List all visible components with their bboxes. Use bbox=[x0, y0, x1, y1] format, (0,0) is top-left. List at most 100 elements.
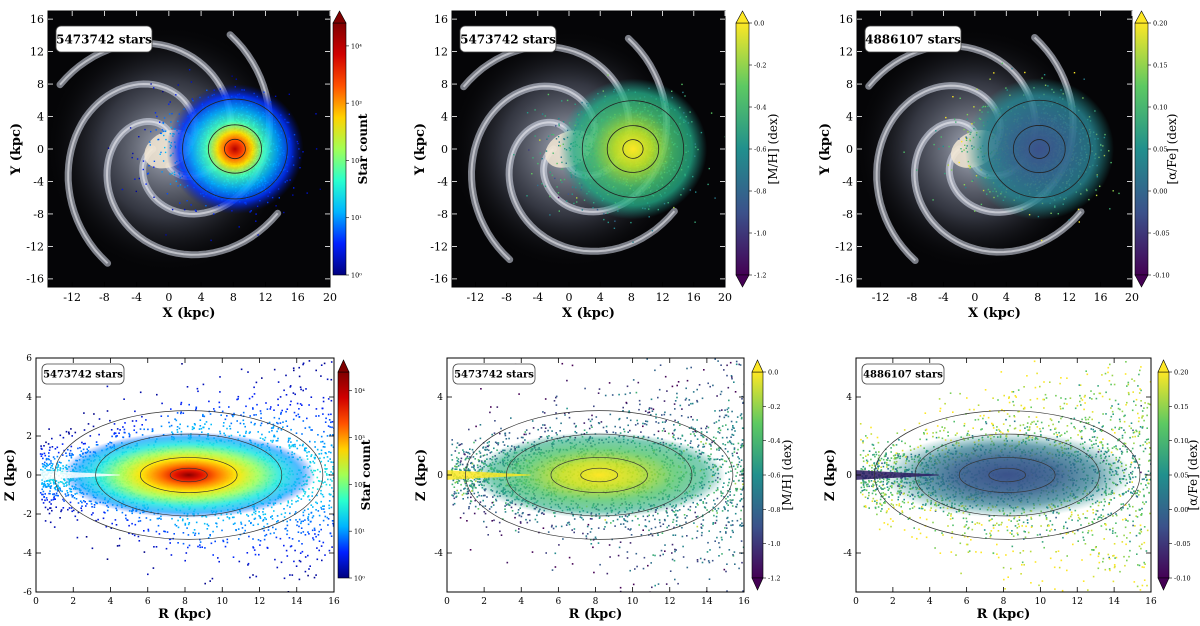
y-tick-label: 0 bbox=[441, 143, 448, 156]
x-tick-label: 6 bbox=[556, 597, 562, 607]
x-tick-label: 0 bbox=[853, 597, 859, 607]
colorbar-label: [M/H] (dex) bbox=[780, 440, 794, 511]
x-tick-label: 16 bbox=[1145, 597, 1157, 607]
x-tick-label: -8 bbox=[907, 291, 918, 304]
y-tick-label: 4 bbox=[26, 393, 32, 403]
x-tick-label: 16 bbox=[687, 291, 701, 304]
x-tick-label: -12 bbox=[63, 291, 81, 304]
y-tick-label: 12 bbox=[30, 45, 44, 58]
x-tick-label: -12 bbox=[467, 291, 485, 304]
y-tick-label: -4 bbox=[23, 549, 32, 559]
colorbar-tick-label: -0.4 bbox=[768, 437, 781, 445]
y-tick-label: 8 bbox=[846, 78, 853, 91]
colorbar-extend-max bbox=[338, 360, 349, 372]
y-tick-label: 12 bbox=[434, 45, 448, 58]
y-tick-label: 12 bbox=[839, 45, 853, 58]
colorbar-tick-label: 10⁰ bbox=[351, 272, 362, 280]
y-tick-label: -16 bbox=[26, 273, 44, 286]
x-tick-label: 0 bbox=[566, 291, 573, 304]
star-count-annotation: 5473742 stars bbox=[460, 33, 556, 47]
colorbar-tick-label: 10¹ bbox=[351, 214, 362, 222]
x-axis-label: X (kpc) bbox=[163, 306, 216, 321]
x-tick-label: 14 bbox=[701, 597, 713, 607]
x-tick-label: -8 bbox=[501, 291, 512, 304]
x-tick-label: 0 bbox=[444, 597, 450, 607]
y-tick-label: 0 bbox=[26, 471, 32, 481]
colorbar-tick-label: 0.15 bbox=[1153, 62, 1167, 70]
x-tick-label: 14 bbox=[1108, 597, 1120, 607]
y-tick-label: 0 bbox=[37, 143, 44, 156]
plot-area bbox=[36, 358, 336, 593]
x-axis-label: X (kpc) bbox=[968, 306, 1021, 321]
colorbar-tick-label: -1.0 bbox=[754, 230, 767, 238]
y-tick-label: 0 bbox=[437, 471, 443, 481]
colorbar-extend-min bbox=[752, 578, 763, 590]
colorbar-tick-label: 0.20 bbox=[1174, 369, 1188, 377]
star-count-annotation: 5473742 stars bbox=[56, 33, 152, 47]
x-axis-label: R (kpc) bbox=[977, 607, 1031, 622]
x-tick-label: -8 bbox=[99, 291, 110, 304]
colorbar-tick-label: -0.05 bbox=[1153, 230, 1170, 238]
y-tick-label: -4 bbox=[434, 549, 443, 559]
x-tick-label: 16 bbox=[291, 291, 305, 304]
x-tick-label: 20 bbox=[718, 291, 732, 304]
y-tick-label: 4 bbox=[846, 393, 852, 403]
y-tick-label: -12 bbox=[835, 240, 853, 253]
colorbar-tick-label: -0.10 bbox=[1174, 575, 1191, 583]
colorbar-tick-label: 0.0 bbox=[768, 369, 778, 377]
x-tick-label: 4 bbox=[198, 291, 205, 304]
x-tick-label: 12 bbox=[656, 291, 670, 304]
colorbar-gradient bbox=[338, 372, 349, 578]
colorbar-tick-label: -0.6 bbox=[768, 472, 781, 480]
x-tick-label: 16 bbox=[1094, 291, 1108, 304]
x-tick-label: -4 bbox=[938, 291, 949, 304]
colorbar-tick-label: 0.00 bbox=[1153, 188, 1167, 196]
colorbar-tick-label: -0.4 bbox=[754, 104, 767, 112]
colorbar-tick-label: 10⁰ bbox=[354, 575, 365, 583]
colorbar-extend-min bbox=[736, 275, 749, 287]
star-count-annotation: 5473742 stars bbox=[43, 370, 123, 381]
density-blob bbox=[559, 79, 707, 220]
colorbar-tick-label: 10³ bbox=[351, 100, 362, 108]
x-tick-label: 2 bbox=[890, 597, 896, 607]
y-axis-label: Z (kpc) bbox=[823, 449, 838, 501]
colorbar: -1.2-1.0-0.8-0.6-0.4-0.20.0[M/H] (dex) bbox=[752, 360, 794, 590]
x-tick-label: 4 bbox=[518, 597, 524, 607]
colorbar-gradient bbox=[333, 23, 346, 275]
x-tick-label: 2 bbox=[481, 597, 487, 607]
colorbar-extend-min bbox=[1158, 578, 1169, 590]
colorbar-extend-max bbox=[752, 360, 763, 372]
colorbar-tick-label: -1.0 bbox=[768, 540, 781, 548]
colorbar-gradient bbox=[752, 372, 763, 578]
x-tick-label: 12 bbox=[664, 597, 675, 607]
x-tick-label: 12 bbox=[1062, 291, 1076, 304]
x-tick-label: 14 bbox=[291, 597, 303, 607]
y-tick-label: 16 bbox=[30, 13, 44, 26]
y-tick-label: 4 bbox=[37, 110, 44, 123]
colorbar-label: [M/H] (dex) bbox=[766, 114, 780, 185]
x-tick-label: -4 bbox=[131, 291, 142, 304]
y-tick-label: 8 bbox=[37, 78, 44, 91]
x-tick-label: 0 bbox=[971, 291, 978, 304]
colorbar-tick-label: 0.0 bbox=[754, 20, 764, 28]
colorbar-tick-label: -1.2 bbox=[754, 272, 767, 280]
y-tick-label: 16 bbox=[839, 13, 853, 26]
y-tick-label: -6 bbox=[23, 588, 32, 598]
y-tick-label: 4 bbox=[846, 110, 853, 123]
y-tick-label: -16 bbox=[430, 273, 448, 286]
x-tick-label: 20 bbox=[1125, 291, 1139, 304]
y-tick-label: -8 bbox=[842, 208, 853, 221]
colorbar-label: [α/Fe] (dex) bbox=[1186, 439, 1200, 510]
x-tick-label: 10 bbox=[627, 597, 639, 607]
y-tick-label: -4 bbox=[437, 175, 448, 188]
y-axis-label: Y (kpc) bbox=[413, 123, 428, 176]
colorbar: -0.10-0.050.000.050.100.150.20[α/Fe] (de… bbox=[1135, 11, 1179, 287]
y-tick-label: 2 bbox=[26, 432, 32, 442]
